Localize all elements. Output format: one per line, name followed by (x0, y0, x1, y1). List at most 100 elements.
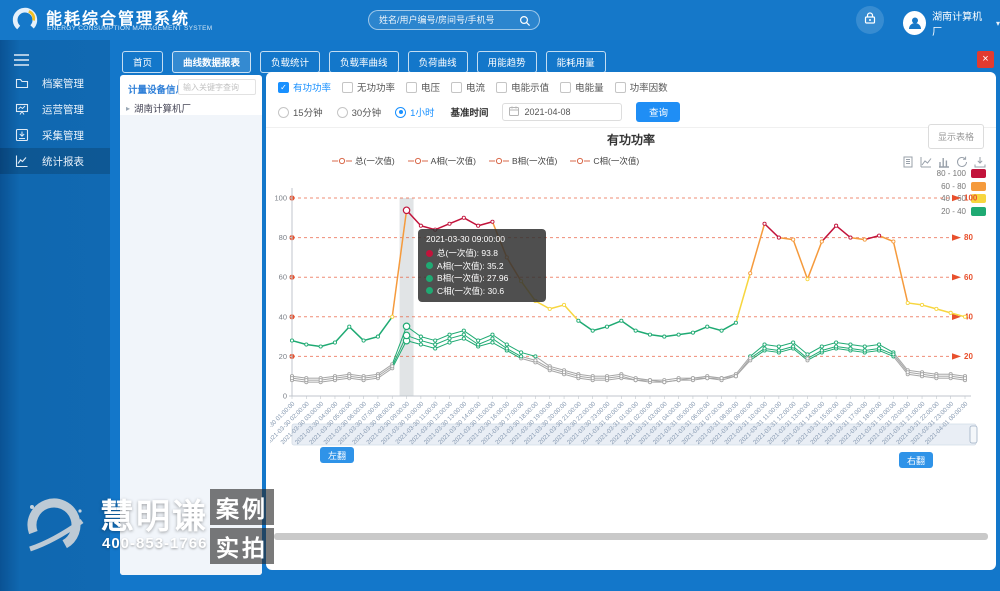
tab-1[interactable]: 曲线数据报表 (172, 51, 252, 73)
metric-label: 电压 (421, 83, 441, 94)
download-icon[interactable] (974, 156, 986, 168)
interval-filter-row: 15分钟 30分钟 1小时 基准时间 2021-04-08 查询 (278, 101, 681, 123)
metric-checkbox-5[interactable]: 电能量 (560, 80, 604, 94)
chart-legend: 总(一次值) A相(一次值) B相(一次值) C相(一次值) (332, 155, 639, 167)
restore-icon[interactable] (956, 156, 968, 168)
chart-tooltip: 2021-03-30 09:00:00 总(一次值): 93.8 A相(一次值):… (418, 229, 546, 302)
checkbox-icon (406, 81, 418, 93)
data-view-icon[interactable] (902, 156, 914, 168)
legend-item-2[interactable]: B相(一次值) (489, 155, 557, 167)
app-logo-icon (10, 5, 40, 35)
base-time-label: 基准时间 (450, 108, 489, 119)
interval-label: 15分钟 (293, 108, 323, 119)
app-header: 能耗综合管理系统 ENERGY CONSUMPTION MANAGEMENT S… (0, 0, 1000, 40)
svg-text:80: 80 (964, 233, 973, 242)
base-time-input[interactable]: 2021-04-08 (502, 103, 623, 121)
show-table-button[interactable]: 显示表格 (927, 124, 984, 149)
legend-label: A相(一次值) (430, 156, 477, 166)
visual-map-chip (971, 206, 986, 216)
tooltip-row: B相(一次值): 27.96 (426, 272, 538, 285)
device-panel-title: 计量设备信息 (128, 85, 186, 96)
visual-map-piece-0[interactable]: 80 - 100 (937, 169, 986, 178)
metric-checkbox-6[interactable]: 功率因数 (614, 80, 668, 94)
metric-checkbox-1[interactable]: 无功功率 (342, 80, 395, 94)
sidebar-item-label: 运营管理 (42, 103, 84, 116)
tab-5[interactable]: 用能趋势 (476, 51, 537, 73)
radio-icon (278, 106, 289, 118)
metric-checkbox-0[interactable]: ✓ 有功功率 (278, 80, 331, 94)
page-right-button[interactable]: 右翻 (899, 452, 933, 468)
query-button[interactable]: 查询 (636, 102, 681, 122)
metric-label: 无功功率 (357, 83, 396, 94)
metric-label: 有功功率 (293, 83, 332, 94)
tab-2[interactable]: 负载统计 (260, 51, 321, 73)
sidebar-item-label: 统计报表 (42, 155, 84, 168)
device-panel: 计量设备信息 ▸ 湖南计算机厂 (120, 75, 262, 575)
legend-item-3[interactable]: C相(一次值) (570, 155, 639, 167)
report-icon (15, 154, 29, 168)
legend-item-0[interactable]: 总(一次值) (332, 155, 395, 167)
metric-checkbox-3[interactable]: 电流 (451, 80, 485, 94)
tab-0[interactable]: 首页 (122, 51, 164, 73)
radio-icon (395, 106, 407, 118)
interval-radio-1[interactable]: 30分钟 (336, 105, 382, 119)
checkbox-icon (451, 81, 463, 93)
chart-toolbox (902, 156, 986, 168)
svg-text:20: 20 (279, 352, 287, 361)
interval-radio-0[interactable]: 15分钟 (278, 105, 323, 119)
metric-checkbox-4[interactable]: 电能示值 (496, 80, 549, 94)
user-menu[interactable]: 湖南计算机厂 ▾ (903, 8, 1000, 38)
lock-button[interactable] (856, 6, 884, 34)
sidebar-item-3[interactable]: 统计报表 (0, 148, 110, 174)
svg-text:40: 40 (964, 312, 973, 321)
sidebar-item-2[interactable]: 采集管理 (0, 122, 110, 148)
global-search-input[interactable]: 姓名/用户编号/房间号/手机号 (368, 10, 540, 30)
interval-label: 30分钟 (351, 108, 382, 119)
metric-checkbox-2[interactable]: 电压 (406, 80, 440, 94)
menu-toggle-icon[interactable] (13, 53, 30, 72)
device-search-input[interactable] (178, 79, 256, 95)
line-chart-icon[interactable] (920, 156, 932, 168)
chevron-down-icon: ▾ (995, 18, 1000, 28)
checkbox-icon (342, 81, 354, 93)
tree-item-factory[interactable]: ▸ 湖南计算机厂 (126, 101, 191, 116)
tree-caret-icon: ▸ (126, 103, 131, 113)
metric-filter-row: ✓ 有功功率 无功功率 电压 电流 电能示值 电能量 功率因数 (278, 80, 668, 94)
tab-3[interactable]: 负载率曲线 (329, 51, 399, 73)
legend-label: C相(一次值) (593, 156, 640, 166)
divider (266, 127, 996, 128)
svg-text:40: 40 (279, 312, 287, 321)
visual-map-piece-1[interactable]: 60 - 80 (941, 181, 986, 191)
sidebar-item-1[interactable]: 运营管理 (0, 96, 110, 122)
visual-map-chip (971, 194, 986, 203)
checkbox-icon (496, 81, 508, 93)
chart-title: 有功功率 (606, 133, 655, 147)
interval-radio-2[interactable]: 1小时 (395, 105, 434, 119)
sidebar: 档案管理运营管理采集管理统计报表 (0, 40, 110, 591)
app-title: 能耗综合管理系统 (46, 11, 191, 28)
horizontal-scrollbar[interactable] (274, 533, 988, 540)
close-tab-button[interactable]: × (977, 51, 994, 68)
bar-chart-icon[interactable] (938, 156, 950, 168)
tab-6[interactable]: 能耗用量 (545, 51, 606, 73)
sidebar-item-label: 采集管理 (42, 129, 84, 142)
legend-label: 总(一次值) (355, 156, 395, 166)
tab-4[interactable]: 负荷曲线 (407, 51, 468, 73)
visual-map-label: 20 - 40 (941, 206, 966, 216)
interval-label: 1小时 (410, 108, 435, 119)
search-icon (519, 15, 531, 33)
legend-marker-icon (407, 157, 428, 165)
page-left-button[interactable]: 左翻 (320, 447, 354, 463)
user-name: 湖南计算机厂 (932, 12, 983, 38)
legend-item-1[interactable]: A相(一次值) (407, 155, 477, 167)
tooltip-title: 2021-03-30 09:00:00 (426, 234, 505, 244)
radio-icon (336, 106, 348, 118)
sidebar-item-0[interactable]: 档案管理 (0, 70, 110, 96)
svg-text:0: 0 (283, 392, 287, 401)
visual-map-piece-3[interactable]: 20 - 40 (941, 206, 986, 216)
legend-marker-icon (489, 157, 510, 165)
tab-bar: 首页 曲线数据报表 负载统计 负载率曲线 负荷曲线 用能趋势 能耗用量 (122, 51, 606, 73)
base-time-value: 2021-04-08 (524, 107, 571, 117)
